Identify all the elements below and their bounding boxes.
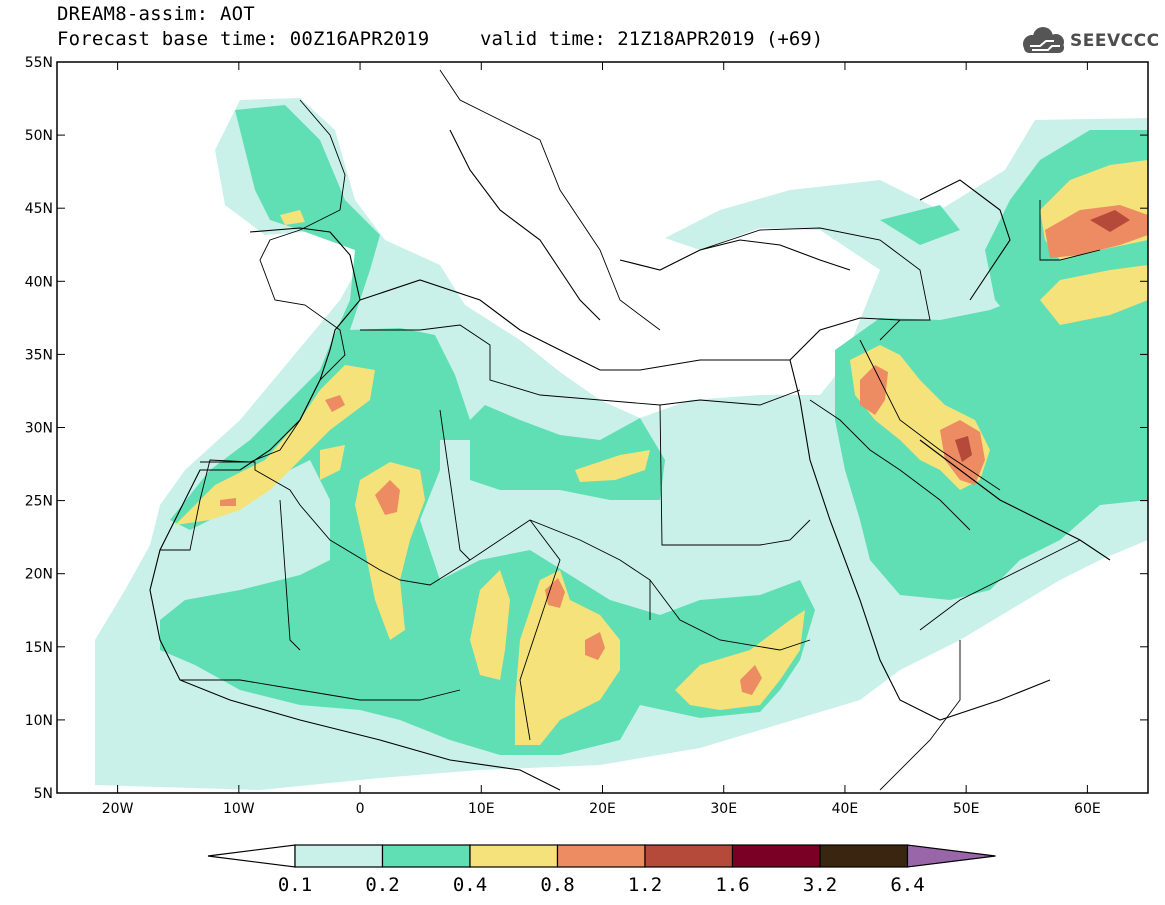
longitude-axis: 20W 10W 0 10E 20E 30E 40E 50E 60E xyxy=(102,62,1101,817)
valid-time: valid time: 21Z18APR2019 (+69) xyxy=(480,28,824,50)
lat-label: 50N xyxy=(25,128,53,144)
lat-label: 20N xyxy=(25,567,53,583)
lat-label: 35N xyxy=(25,347,53,363)
aot-shading xyxy=(95,98,1148,790)
colorbar-swatch xyxy=(556,844,646,868)
colorbar-label: 0.4 xyxy=(453,874,487,896)
map-title: DREAM8-assim: AOT xyxy=(57,3,255,25)
lat-label: 5N xyxy=(34,786,53,802)
lat-label: 30N xyxy=(25,421,53,437)
colorbar-swatch xyxy=(731,844,821,868)
latitude-axis: 55N 50N 45N 40N 35N 30N 25N 20N 15N 10N 5N xyxy=(25,55,1148,802)
coastlines xyxy=(149,129,1111,791)
lon-label: 30E xyxy=(710,801,737,817)
lon-label: 10W xyxy=(223,801,255,817)
lon-label: 50E xyxy=(953,801,980,817)
colorbar-label: 1.2 xyxy=(628,874,662,896)
lat-label: 15N xyxy=(25,640,53,656)
country-borders xyxy=(160,69,1101,791)
lon-label: 20W xyxy=(102,801,134,817)
lon-label: 60E xyxy=(1074,801,1101,817)
forecast-base-time: Forecast base time: 00Z16APR2019 xyxy=(57,28,430,50)
colorbar-label: 6.4 xyxy=(890,874,924,896)
lat-label: 55N xyxy=(25,55,53,71)
lon-label: 20E xyxy=(589,801,616,817)
colorbar-label: 0.2 xyxy=(365,874,399,896)
colorbar-swatch xyxy=(469,844,559,868)
colorbar-max-arrow xyxy=(906,844,996,868)
lat-label: 10N xyxy=(25,713,53,729)
lon-label: 40E xyxy=(832,801,859,817)
colorbar-swatch xyxy=(294,844,384,868)
colorbar-label: 1.6 xyxy=(715,874,749,896)
colorbar-label: 3.2 xyxy=(803,874,837,896)
colorbar: 0.1 0.2 0.4 0.8 1.2 1.6 3.2 6.4 xyxy=(207,844,996,896)
colorbar-min-arrow xyxy=(207,844,296,868)
lon-label: 10E xyxy=(468,801,495,817)
lon-label: 0 xyxy=(356,801,365,817)
lat-label: 25N xyxy=(25,494,53,510)
colorbar-swatch xyxy=(644,844,734,868)
colorbar-label: 0.8 xyxy=(540,874,574,896)
colorbar-swatch xyxy=(381,844,471,868)
lat-label: 40N xyxy=(25,274,53,290)
logo-text: SEEVCCC xyxy=(1070,31,1160,51)
cloud-logo-icon xyxy=(1023,27,1064,53)
lat-label: 45N xyxy=(25,201,53,217)
colorbar-label: 0.1 xyxy=(278,874,312,896)
colorbar-swatch xyxy=(819,844,909,868)
